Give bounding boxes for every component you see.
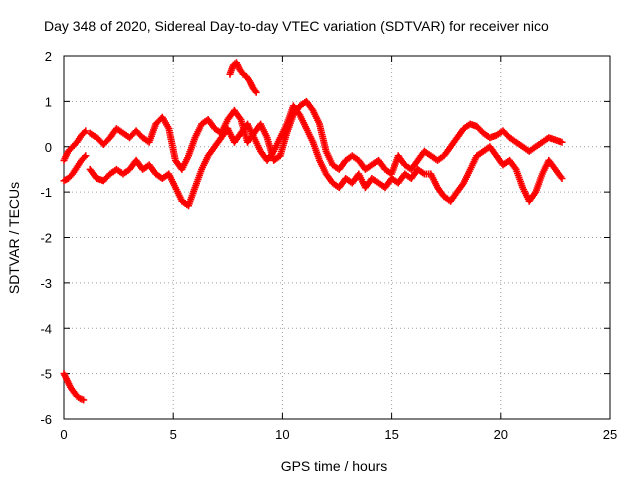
trace-fill-markers	[88, 99, 564, 177]
y-tick-label: 1	[45, 94, 52, 109]
series-trace-d	[86, 97, 566, 178]
x-tick-label: 5	[170, 427, 177, 442]
x-tick-label: 0	[60, 427, 67, 442]
y-tick-label: -3	[40, 276, 52, 291]
y-tick-label: -4	[40, 321, 52, 336]
data-points	[60, 59, 566, 404]
x-axis-label: GPS time / hours	[281, 458, 388, 474]
trace-fill-markers	[227, 60, 259, 95]
axis-ticks: 0 5 10 15 20 25 -6 -5 -4 -3 -2 -1 0 1 2	[40, 49, 617, 442]
y-tick-label: -5	[40, 367, 52, 382]
series-trace-a	[60, 127, 90, 164]
y-tick-label: 2	[45, 49, 52, 64]
x-tick-label: 10	[275, 427, 289, 442]
y-tick-label: -6	[40, 412, 52, 427]
y-tick-label: -2	[40, 231, 52, 246]
trace-fill-markers	[61, 128, 88, 162]
series-trace-c	[60, 370, 88, 404]
x-tick-label: 20	[494, 427, 508, 442]
series-trace-e	[86, 102, 566, 210]
series-trace-b	[60, 152, 90, 185]
y-tick-label: 0	[45, 140, 52, 155]
x-tick-label: 15	[384, 427, 398, 442]
trace-fill-markers	[61, 371, 86, 403]
x-tick-label: 25	[603, 427, 617, 442]
y-axis-label: SDTVAR / TECUs	[6, 182, 22, 294]
trace-fill-markers	[62, 153, 88, 184]
y-tick-label: -1	[40, 185, 52, 200]
gridlines	[64, 56, 610, 419]
chart-title: Day 348 of 2020, Sidereal Day-to-day VTE…	[44, 18, 549, 34]
trace-fill-markers	[87, 103, 565, 209]
series-trace-f	[226, 59, 260, 96]
